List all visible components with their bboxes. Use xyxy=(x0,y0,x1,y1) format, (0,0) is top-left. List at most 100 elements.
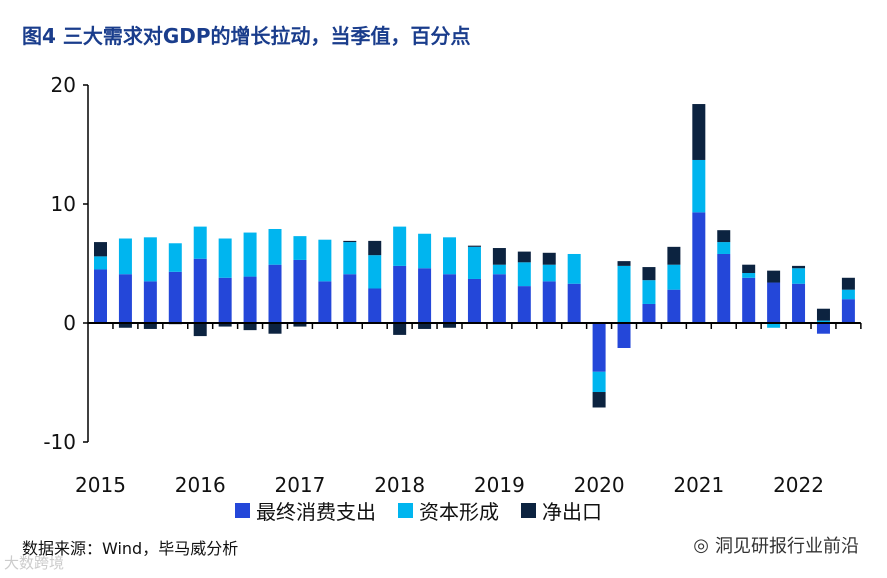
bar-2022Q1-1 xyxy=(792,268,806,284)
bar-2021Q2-0 xyxy=(717,253,731,323)
bar-2020Q2-0 xyxy=(617,323,631,348)
bar-2020Q2-1 xyxy=(617,265,631,323)
bar-2019Q4-0 xyxy=(567,283,581,323)
bar-2019Q2-2 xyxy=(517,251,531,263)
bar-2022Q1-2 xyxy=(792,265,806,269)
bar-2018Q3-2 xyxy=(443,323,457,328)
x-tick-label: 2017 xyxy=(274,473,325,497)
bar-2016Q4-1 xyxy=(268,228,282,265)
legend-label: 净出口 xyxy=(542,500,602,524)
bar-2015Q1-1 xyxy=(94,256,107,270)
bar-2021Q4-0 xyxy=(767,282,781,323)
bar-2016Q1-1 xyxy=(193,226,207,259)
bar-2020Q1-2 xyxy=(592,392,606,408)
bar-2017Q2-0 xyxy=(318,281,332,323)
bar-2021Q1-1 xyxy=(692,159,706,213)
bar-2016Q3-0 xyxy=(243,276,257,323)
bar-2018Q4-1 xyxy=(467,246,481,279)
bar-2017Q4-1 xyxy=(368,255,382,289)
bar-2016Q2-0 xyxy=(218,277,232,323)
bar-2018Q4-2 xyxy=(467,245,481,247)
bar-2017Q3-0 xyxy=(343,274,357,323)
legend-swatch xyxy=(398,503,413,518)
bar-2017Q3-1 xyxy=(343,242,357,275)
y-tick-label: 0 xyxy=(63,311,76,335)
bar-2015Q4-0 xyxy=(168,271,182,323)
bar-2017Q1-0 xyxy=(293,259,307,323)
watermark-faint: 大数跨境 xyxy=(4,554,65,572)
chart-title: 图4 三大需求对GDP的增长拉动，当季值，百分点 xyxy=(22,24,471,48)
x-tick-label: 2018 xyxy=(374,473,425,497)
bar-2022Q2-2 xyxy=(816,308,830,321)
watermark-text: 洞见研报行业前沿 xyxy=(715,536,859,557)
bar-2015Q1-2 xyxy=(94,242,107,257)
bar-2021Q3-1 xyxy=(742,273,756,278)
bar-2016Q2-2 xyxy=(218,323,232,327)
bar-2019Q3-2 xyxy=(542,252,556,265)
bar-2020Q1-0 xyxy=(592,323,606,372)
bar-2016Q1-2 xyxy=(193,323,207,337)
legend-label: 资本形成 xyxy=(419,500,499,524)
bar-2015Q2-2 xyxy=(118,323,132,328)
bar-2017Q2-1 xyxy=(318,239,332,282)
bar-2021Q3-0 xyxy=(742,277,756,323)
bar-2016Q3-2 xyxy=(243,323,257,331)
legend-swatch xyxy=(235,503,250,518)
bar-2019Q1-0 xyxy=(492,274,506,323)
bar-2019Q2-1 xyxy=(517,262,531,287)
bar-2015Q3-0 xyxy=(143,281,157,323)
bar-2015Q3-1 xyxy=(143,237,157,282)
bar-2020Q3-2 xyxy=(642,267,656,281)
bar-2021Q3-2 xyxy=(742,264,756,274)
bar-2019Q2-0 xyxy=(517,286,531,323)
bar-2016Q4-2 xyxy=(268,323,282,334)
legend-item-netexport: 净出口 xyxy=(521,496,602,525)
bar-2022Q2-0 xyxy=(816,323,830,334)
bar-2019Q3-1 xyxy=(542,264,556,282)
bar-2021Q1-2 xyxy=(692,104,706,160)
legend-item-consumption: 最终消费支出 xyxy=(235,496,376,525)
bar-2018Q1-2 xyxy=(393,323,407,335)
bar-2019Q4-1 xyxy=(567,253,581,284)
y-tick-label: 20 xyxy=(51,73,76,97)
bar-2015Q2-1 xyxy=(118,238,132,275)
x-tick-label: 2015 xyxy=(75,473,126,497)
bar-2019Q3-0 xyxy=(542,281,556,323)
bar-2017Q4-0 xyxy=(368,288,382,323)
bar-2022Q3-0 xyxy=(841,299,855,323)
legend-item-capital: 资本形成 xyxy=(398,496,499,525)
bar-2015Q4-1 xyxy=(168,243,182,272)
bar-2021Q4-1 xyxy=(767,323,781,328)
bar-2020Q3-1 xyxy=(642,280,656,304)
bar-2018Q4-0 xyxy=(467,278,481,323)
bar-2022Q2-1 xyxy=(816,320,830,323)
bar-2020Q4-0 xyxy=(667,289,681,323)
y-tick-label: -10 xyxy=(43,430,76,454)
bar-2020Q2-2 xyxy=(617,261,631,266)
x-tick-label: 2021 xyxy=(673,473,724,497)
legend: 最终消费支出 资本形成 净出口 xyxy=(235,496,602,525)
bar-2019Q1-2 xyxy=(492,248,506,265)
watermark: ◎ 洞见研报行业前沿 xyxy=(693,532,859,558)
bar-2020Q4-2 xyxy=(667,246,681,265)
bar-2018Q3-1 xyxy=(443,237,457,275)
bar-2015Q2-0 xyxy=(118,274,132,323)
bar-2017Q1-1 xyxy=(293,236,307,260)
bar-2020Q3-0 xyxy=(642,303,656,323)
bar-2016Q2-1 xyxy=(218,238,232,278)
bar-2016Q4-0 xyxy=(268,264,282,323)
x-tick-label: 2022 xyxy=(773,473,824,497)
x-tick-label: 2020 xyxy=(574,473,625,497)
bar-2021Q1-0 xyxy=(692,212,706,323)
x-tick-label: 2019 xyxy=(474,473,525,497)
bar-2022Q3-1 xyxy=(841,289,855,300)
bar-2021Q2-1 xyxy=(717,242,731,254)
source-note: 数据来源：Wind，毕马威分析 xyxy=(22,539,239,558)
bar-2015Q1-0 xyxy=(94,269,107,323)
bar-2017Q1-2 xyxy=(293,323,307,327)
wechat-icon: ◎ xyxy=(693,534,709,556)
legend-label: 最终消费支出 xyxy=(256,500,376,524)
bar-2022Q1-0 xyxy=(792,283,806,323)
